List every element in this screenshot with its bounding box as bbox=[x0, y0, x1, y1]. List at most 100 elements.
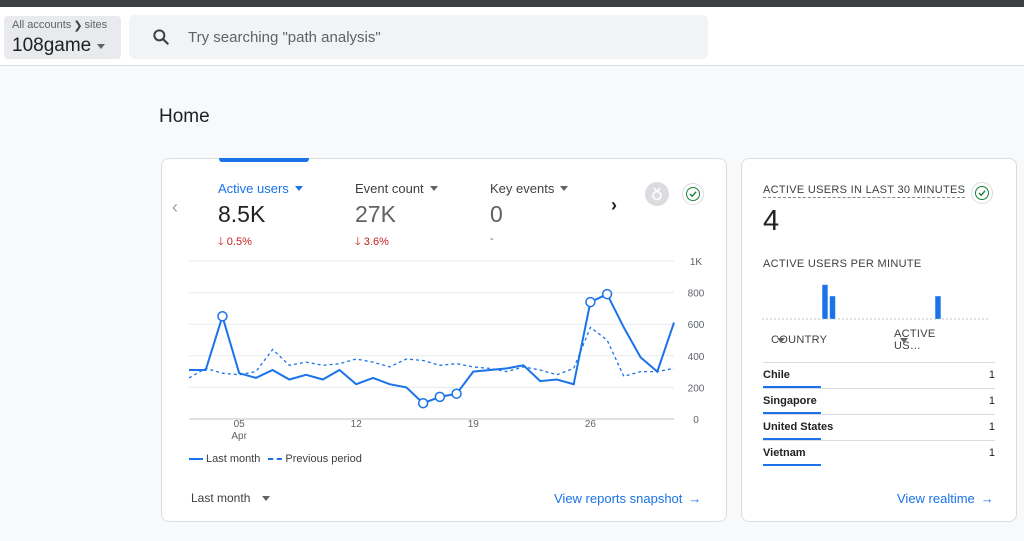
window-top-bar bbox=[0, 0, 1024, 7]
data-point-marker bbox=[451, 388, 462, 399]
users-cell: 1 bbox=[988, 369, 995, 381]
dropdown-arrow-icon bbox=[97, 43, 106, 49]
chart-legend: Last month Previous period bbox=[189, 453, 362, 465]
metric-value: 27K bbox=[355, 201, 396, 227]
account-selector[interactable]: All accounts ❯ sites 108game bbox=[4, 16, 121, 59]
share-bar bbox=[763, 412, 821, 414]
search-placeholder: Try searching "path analysis" bbox=[188, 28, 381, 46]
chevron-right-icon[interactable]: › bbox=[611, 195, 617, 215]
y-tick-label: 400 bbox=[688, 352, 705, 363]
link-label: View realtime bbox=[897, 491, 975, 506]
per-minute-bar bbox=[935, 296, 941, 319]
arrow-down-icon: 🡓 bbox=[218, 236, 224, 248]
sort-arrow-icon bbox=[900, 337, 908, 343]
country-header-label: COUNTRY bbox=[771, 334, 828, 346]
arrow-down-icon: 🡓 bbox=[355, 236, 361, 248]
country-cell: Vietnam bbox=[763, 447, 806, 459]
date-range-label: Last month bbox=[191, 491, 251, 505]
share-bar bbox=[763, 464, 821, 466]
arrow-right-icon: → bbox=[980, 491, 994, 506]
dropdown-arrow-icon bbox=[560, 186, 569, 191]
property-name: 108game bbox=[12, 35, 92, 56]
x-tick-label: 26 bbox=[585, 419, 597, 430]
legend-previous: Previous period bbox=[285, 453, 362, 465]
breadcrumb-property: sites bbox=[84, 19, 108, 31]
search-icon bbox=[153, 29, 169, 45]
per-minute-bar bbox=[829, 296, 836, 319]
check-circle-icon bbox=[686, 187, 700, 201]
table-row[interactable]: United States 1 bbox=[763, 414, 995, 440]
breadcrumb-account: All accounts bbox=[12, 19, 72, 31]
realtime-title[interactable]: ACTIVE USERS IN LAST 30 MINUTES bbox=[763, 184, 966, 198]
users-cell: 1 bbox=[988, 447, 995, 459]
per-minute-bar bbox=[822, 284, 828, 319]
table-row[interactable]: Vietnam 1 bbox=[763, 440, 995, 466]
active-tab-indicator bbox=[219, 158, 309, 162]
metric-value: 0 bbox=[490, 201, 503, 227]
account-breadcrumb: All accounts ❯ sites bbox=[12, 18, 113, 32]
table-row[interactable]: Chile 1 bbox=[763, 362, 995, 388]
metric-delta-value: 0.5% bbox=[226, 236, 252, 248]
metric-event-count[interactable]: Event count 27K 🡓 3.6% bbox=[355, 181, 438, 252]
y-tick-label: 800 bbox=[688, 289, 705, 300]
per-minute-bar-chart bbox=[762, 284, 988, 320]
metric-label-row: Event count bbox=[355, 181, 438, 196]
dropdown-arrow-icon bbox=[429, 186, 438, 191]
view-reports-snapshot-link[interactable]: View reports snapshot → bbox=[554, 491, 701, 506]
metric-delta: 🡓 0.5% bbox=[218, 233, 303, 252]
chevron-left-icon[interactable]: ‹ bbox=[172, 197, 178, 217]
top-header: All accounts ❯ sites 108game Try searchi… bbox=[0, 7, 1024, 66]
view-realtime-link[interactable]: View realtime → bbox=[897, 491, 994, 506]
share-bar bbox=[763, 438, 821, 440]
data-point-marker bbox=[417, 397, 429, 409]
metric-delta: 🡓 3.6% bbox=[355, 233, 438, 252]
dropdown-arrow-icon bbox=[294, 186, 303, 191]
y-tick-label: 600 bbox=[688, 320, 705, 331]
realtime-check-button[interactable] bbox=[971, 182, 993, 204]
check-circle-icon bbox=[975, 186, 989, 200]
metrics-card: ‹ Active users 8.5K 🡓 0.5% Event count 2… bbox=[161, 158, 727, 522]
metric-label: Event count bbox=[355, 181, 424, 196]
data-point-marker bbox=[585, 296, 596, 308]
metric-label-row: Key events bbox=[490, 181, 569, 196]
metric-delta-value: - bbox=[490, 233, 494, 245]
per-minute-title: ACTIVE USERS PER MINUTE bbox=[763, 258, 922, 270]
legend-swatch-solid bbox=[189, 458, 203, 460]
insights-button[interactable] bbox=[645, 182, 669, 206]
data-point-marker bbox=[601, 288, 613, 300]
metric-label: Active users bbox=[218, 181, 289, 196]
data-point-marker bbox=[434, 391, 446, 403]
legend-swatch-dashed bbox=[268, 458, 283, 460]
country-cell: Chile bbox=[763, 369, 790, 381]
country-cell: United States bbox=[763, 421, 834, 433]
metric-label-row: Active users bbox=[218, 181, 303, 196]
data-point-marker bbox=[217, 311, 228, 322]
property-name-row: 108game bbox=[12, 35, 113, 57]
metric-active-users[interactable]: Active users 8.5K 🡓 0.5% bbox=[218, 181, 303, 252]
y-tick-label: 200 bbox=[688, 383, 705, 394]
arrow-right-icon: → bbox=[688, 491, 702, 506]
x-tick-label: 05 bbox=[234, 419, 246, 430]
users-header-label: ACTIVE US… bbox=[894, 328, 936, 352]
metric-value: 8.5K bbox=[218, 201, 266, 227]
data-quality-button[interactable] bbox=[682, 183, 704, 205]
metric-label: Key events bbox=[490, 181, 555, 196]
series-previous-period bbox=[188, 326, 675, 379]
date-range-selector[interactable]: Last month bbox=[191, 491, 271, 505]
search-bar[interactable]: Try searching "path analysis" bbox=[129, 15, 708, 59]
country-cell: Singapore bbox=[763, 395, 817, 407]
series-last-month bbox=[189, 292, 675, 405]
table-row[interactable]: Singapore 1 bbox=[763, 388, 995, 414]
users-cell: 1 bbox=[988, 395, 995, 407]
metric-key-events[interactable]: Key events 0 - bbox=[490, 181, 569, 245]
chevron-right-icon: ❯ bbox=[73, 19, 83, 32]
legend-current: Last month bbox=[206, 453, 261, 465]
sort-arrow-icon bbox=[777, 337, 785, 343]
x-tick-sublabel: Apr bbox=[231, 431, 247, 442]
link-label: View reports snapshot bbox=[554, 491, 683, 506]
y-tick-label: 0 bbox=[693, 415, 699, 426]
x-tick-label: 12 bbox=[351, 419, 363, 430]
medal-icon bbox=[652, 187, 662, 201]
realtime-card: ACTIVE USERS IN LAST 30 MINUTES 4 ACTIVE… bbox=[741, 158, 1017, 522]
